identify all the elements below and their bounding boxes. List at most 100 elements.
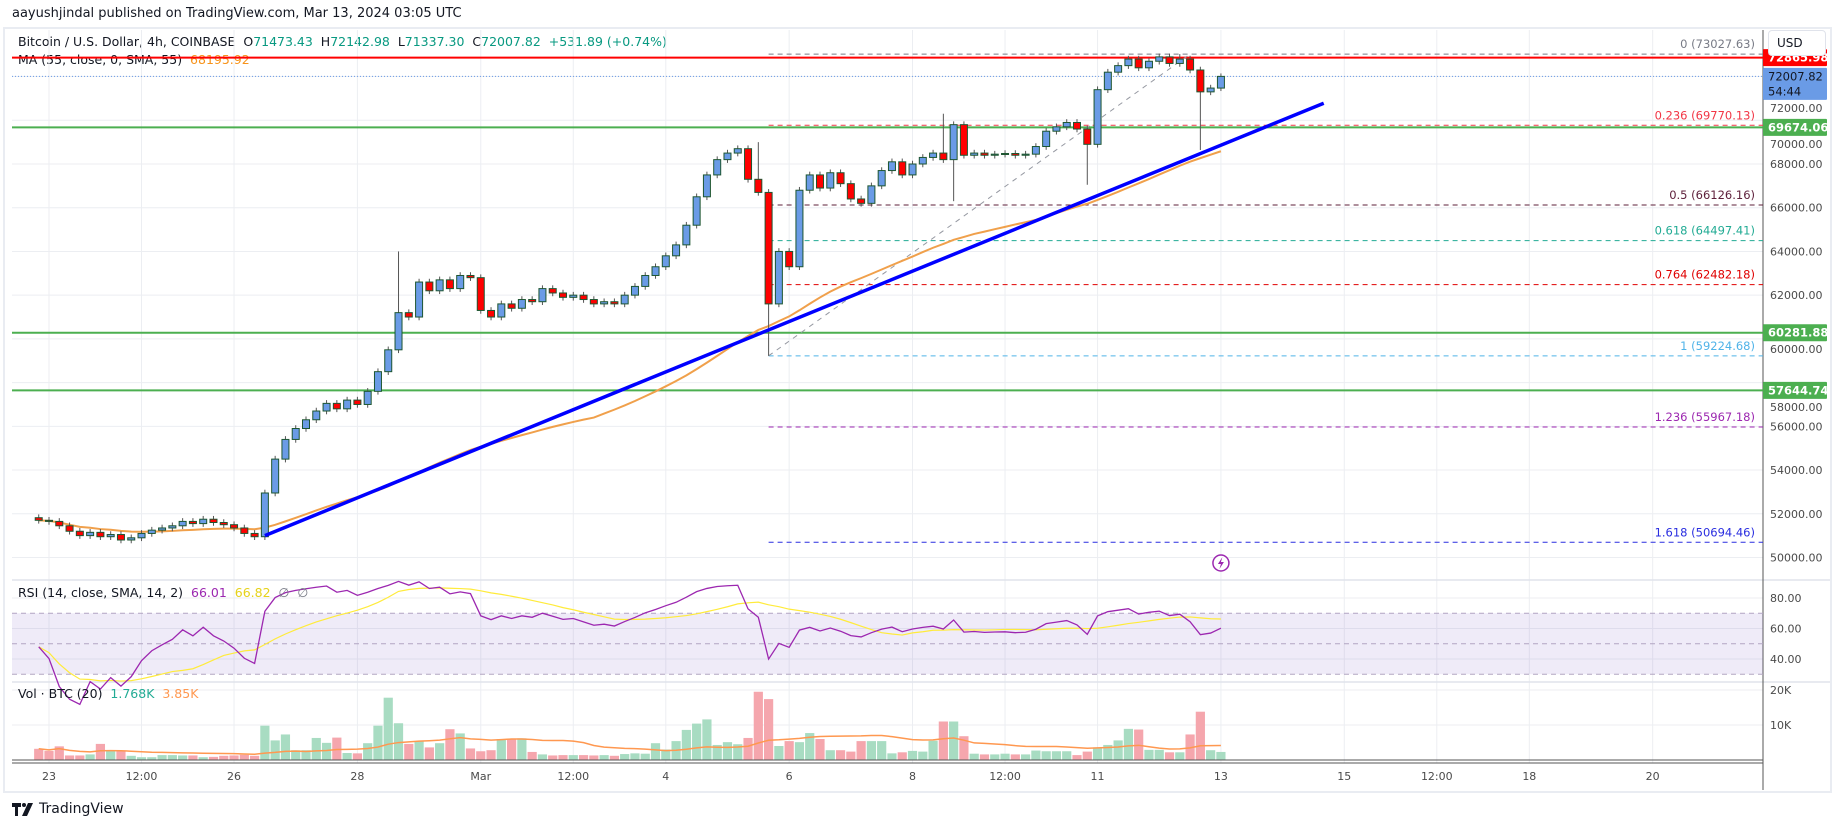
candle-body (147, 529, 156, 534)
time-axis-label: 15 (1337, 770, 1351, 783)
time-axis-label: 8 (909, 770, 916, 783)
candle-body (1031, 146, 1040, 155)
volume-bar (1092, 747, 1103, 760)
candle-body (733, 148, 742, 154)
candle-body (302, 419, 310, 430)
candle-body (908, 163, 917, 176)
volume-bar (846, 751, 856, 760)
volume-bar (949, 721, 959, 760)
candle (723, 149, 732, 163)
volume-bar (64, 755, 75, 760)
volume-bar (928, 740, 938, 760)
candle (1175, 54, 1184, 67)
level-price-badge: 60281.88 (1768, 326, 1828, 340)
volume-bar (733, 744, 743, 760)
candle (548, 285, 557, 297)
fib-level-label: 1 (59224.68) (1680, 339, 1755, 353)
currency-button[interactable]: USD (1768, 30, 1826, 56)
candle-body (219, 522, 228, 526)
candle-body (887, 161, 896, 172)
volume-bar (280, 734, 291, 760)
candle-body (949, 124, 958, 161)
candle-body (754, 178, 763, 193)
candle (641, 272, 650, 290)
candle (466, 272, 475, 281)
volume-bar (383, 697, 393, 760)
candle-body (990, 153, 999, 156)
candle (137, 530, 146, 542)
candle-body (476, 277, 485, 311)
volume-bar (198, 757, 208, 760)
candle-body (959, 124, 968, 156)
candle-body (456, 274, 465, 290)
candle-body (528, 299, 537, 303)
volume-bar (34, 748, 44, 760)
candle (1103, 68, 1112, 93)
time-axis-label: 26 (227, 770, 241, 783)
candle-body (795, 189, 804, 268)
candle (425, 278, 434, 295)
rsi-na-1: ∅ (278, 585, 290, 600)
volume-bar (291, 750, 301, 760)
last-price-badge-bg (1763, 67, 1827, 100)
candle (795, 186, 804, 271)
candle-body (610, 301, 619, 305)
candle (86, 529, 95, 539)
volume-bar (609, 755, 619, 760)
chart-frame (3, 27, 1832, 793)
volume-bar (959, 736, 969, 760)
candle-body (260, 492, 269, 538)
candle-body (898, 161, 907, 176)
candle (75, 527, 84, 539)
volume-bar (496, 739, 506, 760)
candle-body (86, 531, 95, 537)
candle-body (240, 527, 249, 534)
candle (188, 518, 197, 527)
candle-body (867, 185, 876, 204)
volume-bar (311, 737, 321, 760)
volume-bar (342, 753, 352, 760)
footer-logo[interactable]: TradingView (12, 801, 124, 817)
volume-bar (774, 746, 784, 760)
volume-bar (1000, 753, 1010, 760)
price-axis-label: 54000.00 (1770, 464, 1823, 477)
volume-bar (414, 741, 424, 760)
candle (507, 300, 516, 312)
candle (939, 113, 948, 163)
volume-bar (578, 755, 589, 760)
candle-body (1042, 130, 1051, 148)
volume-bar (229, 755, 239, 760)
volume-bar (465, 748, 476, 760)
candle-body (415, 281, 424, 318)
volume-bar (373, 725, 383, 760)
candle (1206, 84, 1215, 96)
volume-bar (1195, 711, 1205, 760)
volume-legend[interactable]: Vol · BTC (20) 1.768K 3.85K (18, 686, 198, 701)
candle (1155, 53, 1164, 65)
candle (1062, 119, 1071, 131)
candle (353, 396, 362, 408)
candle-body (1144, 60, 1153, 69)
level-price-badge: 69674.06 (1768, 120, 1828, 134)
volume-bar (1164, 752, 1175, 760)
symbol-name[interactable]: Bitcoin / U.S. Dollar, 4h, COINBASE (18, 34, 236, 49)
volume-bar (455, 733, 465, 760)
rsi-legend[interactable]: RSI (14, close, SMA, 14, 2) 66.01 66.82 … (18, 585, 308, 600)
candle-body (744, 148, 753, 180)
close-value: 72007.82 (481, 34, 541, 49)
candle-body (363, 390, 372, 405)
candle-body (158, 527, 167, 531)
candle-body (507, 303, 516, 309)
volume-bar (692, 723, 702, 760)
candle-body (343, 399, 352, 410)
candle-body (1093, 89, 1102, 145)
time-axis-label: 12:00 (126, 770, 158, 783)
candle-body (466, 274, 475, 279)
volume-bar (1041, 751, 1051, 760)
candle-body (929, 152, 938, 158)
candle-body (1165, 56, 1174, 64)
candle (106, 531, 115, 540)
candle (754, 142, 763, 196)
candle (34, 514, 43, 524)
